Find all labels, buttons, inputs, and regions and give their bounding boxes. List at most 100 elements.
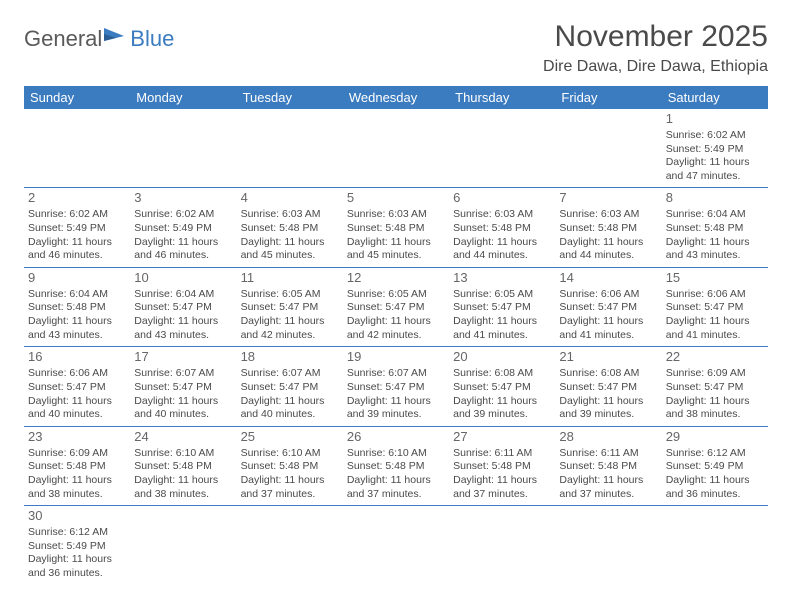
- calendar-cell: [343, 506, 449, 585]
- daylight-line: Daylight: 11 hours and 43 minutes.: [666, 236, 764, 263]
- sunset-line: Sunset: 5:47 PM: [453, 301, 551, 315]
- day-number: 17: [134, 349, 232, 366]
- calendar-cell: 18Sunrise: 6:07 AMSunset: 5:47 PMDayligh…: [237, 347, 343, 426]
- daylight-line: Daylight: 11 hours and 36 minutes.: [28, 553, 126, 580]
- daylight-line: Daylight: 11 hours and 46 minutes.: [134, 236, 232, 263]
- day-number: 5: [347, 190, 445, 207]
- calendar-cell: 17Sunrise: 6:07 AMSunset: 5:47 PMDayligh…: [130, 347, 236, 426]
- sunset-line: Sunset: 5:48 PM: [347, 222, 445, 236]
- sunset-line: Sunset: 5:48 PM: [347, 460, 445, 474]
- month-title: November 2025: [543, 20, 768, 54]
- sunset-line: Sunset: 5:47 PM: [347, 381, 445, 395]
- sunrise-line: Sunrise: 6:06 AM: [28, 367, 126, 381]
- daylight-line: Daylight: 11 hours and 45 minutes.: [347, 236, 445, 263]
- daylight-line: Daylight: 11 hours and 39 minutes.: [559, 395, 657, 422]
- sunset-line: Sunset: 5:48 PM: [559, 222, 657, 236]
- day-number: 1: [666, 111, 764, 128]
- day-number: 27: [453, 429, 551, 446]
- day-header: Saturday: [662, 86, 768, 109]
- sunrise-line: Sunrise: 6:05 AM: [347, 288, 445, 302]
- calendar-row: 9Sunrise: 6:04 AMSunset: 5:48 PMDaylight…: [24, 267, 768, 346]
- sunset-line: Sunset: 5:49 PM: [28, 540, 126, 554]
- daylight-line: Daylight: 11 hours and 43 minutes.: [134, 315, 232, 342]
- calendar-cell: 1Sunrise: 6:02 AMSunset: 5:49 PMDaylight…: [662, 109, 768, 188]
- sunset-line: Sunset: 5:49 PM: [28, 222, 126, 236]
- day-number: 28: [559, 429, 657, 446]
- sunset-line: Sunset: 5:47 PM: [559, 381, 657, 395]
- day-number: 25: [241, 429, 339, 446]
- day-number: 29: [666, 429, 764, 446]
- calendar-cell: 3Sunrise: 6:02 AMSunset: 5:49 PMDaylight…: [130, 188, 236, 267]
- day-number: 13: [453, 270, 551, 287]
- calendar-row: 30Sunrise: 6:12 AMSunset: 5:49 PMDayligh…: [24, 506, 768, 585]
- calendar-cell: 30Sunrise: 6:12 AMSunset: 5:49 PMDayligh…: [24, 506, 130, 585]
- day-number: 16: [28, 349, 126, 366]
- day-number: 14: [559, 270, 657, 287]
- calendar-cell: [237, 506, 343, 585]
- calendar-row: 16Sunrise: 6:06 AMSunset: 5:47 PMDayligh…: [24, 347, 768, 426]
- sunrise-line: Sunrise: 6:10 AM: [241, 447, 339, 461]
- sunset-line: Sunset: 5:47 PM: [666, 381, 764, 395]
- calendar-cell: [555, 109, 661, 188]
- sunset-line: Sunset: 5:48 PM: [453, 460, 551, 474]
- daylight-line: Daylight: 11 hours and 38 minutes.: [666, 395, 764, 422]
- calendar-cell: 23Sunrise: 6:09 AMSunset: 5:48 PMDayligh…: [24, 426, 130, 505]
- calendar-cell: 25Sunrise: 6:10 AMSunset: 5:48 PMDayligh…: [237, 426, 343, 505]
- daylight-line: Daylight: 11 hours and 38 minutes.: [134, 474, 232, 501]
- location: Dire Dawa, Dire Dawa, Ethiopia: [543, 58, 768, 76]
- sunrise-line: Sunrise: 6:05 AM: [453, 288, 551, 302]
- daylight-line: Daylight: 11 hours and 42 minutes.: [347, 315, 445, 342]
- day-number: 4: [241, 190, 339, 207]
- sunset-line: Sunset: 5:48 PM: [241, 222, 339, 236]
- calendar-cell: 4Sunrise: 6:03 AMSunset: 5:48 PMDaylight…: [237, 188, 343, 267]
- daylight-line: Daylight: 11 hours and 36 minutes.: [666, 474, 764, 501]
- day-number: 2: [28, 190, 126, 207]
- day-number: 11: [241, 270, 339, 287]
- logo: General Blue: [24, 20, 174, 52]
- sunset-line: Sunset: 5:47 PM: [559, 301, 657, 315]
- sunset-line: Sunset: 5:49 PM: [134, 222, 232, 236]
- calendar-cell: [555, 506, 661, 585]
- sunset-line: Sunset: 5:48 PM: [134, 460, 232, 474]
- daylight-line: Daylight: 11 hours and 44 minutes.: [453, 236, 551, 263]
- calendar-cell: 10Sunrise: 6:04 AMSunset: 5:47 PMDayligh…: [130, 267, 236, 346]
- daylight-line: Daylight: 11 hours and 37 minutes.: [347, 474, 445, 501]
- calendar-cell: [24, 109, 130, 188]
- daylight-line: Daylight: 11 hours and 47 minutes.: [666, 156, 764, 183]
- sunrise-line: Sunrise: 6:07 AM: [134, 367, 232, 381]
- calendar-cell: [449, 506, 555, 585]
- calendar-cell: 22Sunrise: 6:09 AMSunset: 5:47 PMDayligh…: [662, 347, 768, 426]
- calendar-cell: 8Sunrise: 6:04 AMSunset: 5:48 PMDaylight…: [662, 188, 768, 267]
- day-number: 23: [28, 429, 126, 446]
- sunset-line: Sunset: 5:48 PM: [241, 460, 339, 474]
- calendar-cell: 11Sunrise: 6:05 AMSunset: 5:47 PMDayligh…: [237, 267, 343, 346]
- calendar-row: 2Sunrise: 6:02 AMSunset: 5:49 PMDaylight…: [24, 188, 768, 267]
- calendar-cell: 5Sunrise: 6:03 AMSunset: 5:48 PMDaylight…: [343, 188, 449, 267]
- title-block: November 2025 Dire Dawa, Dire Dawa, Ethi…: [543, 20, 768, 76]
- sunrise-line: Sunrise: 6:06 AM: [666, 288, 764, 302]
- calendar-cell: 26Sunrise: 6:10 AMSunset: 5:48 PMDayligh…: [343, 426, 449, 505]
- sunset-line: Sunset: 5:47 PM: [134, 381, 232, 395]
- sunset-line: Sunset: 5:48 PM: [28, 301, 126, 315]
- logo-text-general: General: [24, 26, 102, 52]
- calendar-cell: [237, 109, 343, 188]
- calendar-cell: 21Sunrise: 6:08 AMSunset: 5:47 PMDayligh…: [555, 347, 661, 426]
- day-header: Tuesday: [237, 86, 343, 109]
- sunrise-line: Sunrise: 6:10 AM: [134, 447, 232, 461]
- daylight-line: Daylight: 11 hours and 46 minutes.: [28, 236, 126, 263]
- header: General Blue November 2025 Dire Dawa, Di…: [24, 20, 768, 76]
- sunset-line: Sunset: 5:47 PM: [241, 301, 339, 315]
- day-number: 19: [347, 349, 445, 366]
- day-number: 12: [347, 270, 445, 287]
- day-header-row: Sunday Monday Tuesday Wednesday Thursday…: [24, 86, 768, 109]
- daylight-line: Daylight: 11 hours and 40 minutes.: [28, 395, 126, 422]
- calendar-cell: 15Sunrise: 6:06 AMSunset: 5:47 PMDayligh…: [662, 267, 768, 346]
- sunset-line: Sunset: 5:47 PM: [453, 381, 551, 395]
- day-number: 8: [666, 190, 764, 207]
- day-header: Sunday: [24, 86, 130, 109]
- sunrise-line: Sunrise: 6:11 AM: [559, 447, 657, 461]
- calendar-cell: 16Sunrise: 6:06 AMSunset: 5:47 PMDayligh…: [24, 347, 130, 426]
- sunset-line: Sunset: 5:48 PM: [559, 460, 657, 474]
- sunrise-line: Sunrise: 6:09 AM: [666, 367, 764, 381]
- calendar-cell: 28Sunrise: 6:11 AMSunset: 5:48 PMDayligh…: [555, 426, 661, 505]
